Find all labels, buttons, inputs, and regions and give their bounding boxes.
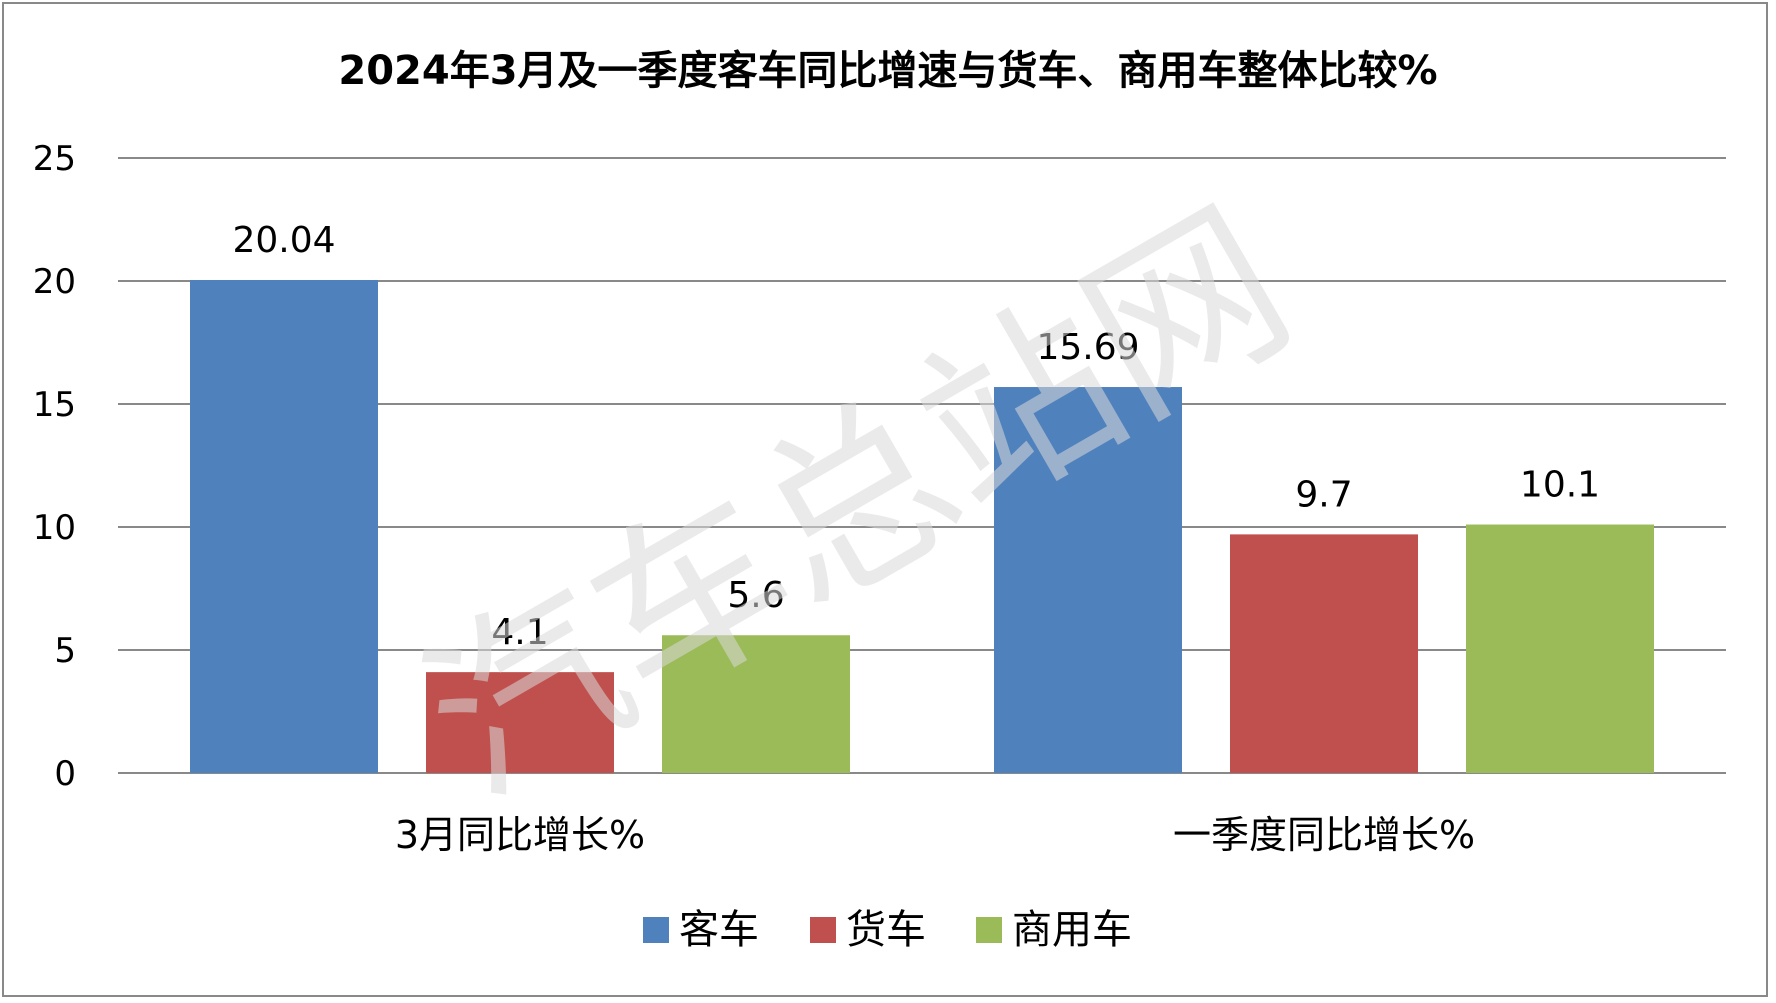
bar-货车-1 [1230,534,1418,773]
grid-lines [118,157,1726,774]
bar-客车-0 [190,280,378,773]
legend-label: 客车 [679,907,759,953]
bar-商用车-1 [1466,524,1654,773]
legend-swatch [810,917,836,943]
y-axis-ticks: 0 5 10 15 20 25 [33,139,76,794]
data-label: 10.1 [1520,465,1600,506]
data-labels: 20.04 4.1 5.6 15.69 9.7 10.1 [232,220,1600,653]
y-tick-label: 20 [33,262,76,302]
chart-title: 2024年3月及一季度客车同比增速与货车、商用车整体比较% [338,48,1437,94]
data-label: 9.7 [1295,474,1352,515]
legend-swatch [643,917,669,943]
bar-客车-1 [994,387,1182,773]
x-category-label: 一季度同比增长% [1173,813,1475,857]
legend-swatch [976,917,1002,943]
legend: 客车 货车 商用车 [643,907,1132,953]
legend-item-货车: 货车 [810,907,926,953]
legend-label: 货车 [846,907,926,953]
data-label: 15.69 [1036,327,1139,368]
watermark: 汽车总站网 [391,170,1324,836]
x-axis-categories: 3月同比增长% 一季度同比增长% [395,813,1475,857]
data-label: 4.1 [491,612,548,653]
y-tick-label: 10 [33,508,76,548]
legend-item-客车: 客车 [643,907,759,953]
bar-货车-0 [426,672,614,773]
y-tick-label: 25 [33,139,76,179]
bar-商用车-0 [662,635,850,773]
y-tick-label: 5 [54,631,76,671]
x-category-label: 3月同比增长% [395,813,645,857]
y-tick-label: 15 [33,385,76,425]
legend-label: 商用车 [1012,907,1132,953]
data-label: 5.6 [727,575,784,616]
y-tick-label: 0 [54,754,76,794]
bars [190,280,1654,773]
legend-item-商用车: 商用车 [976,907,1132,953]
data-label: 20.04 [232,220,335,261]
